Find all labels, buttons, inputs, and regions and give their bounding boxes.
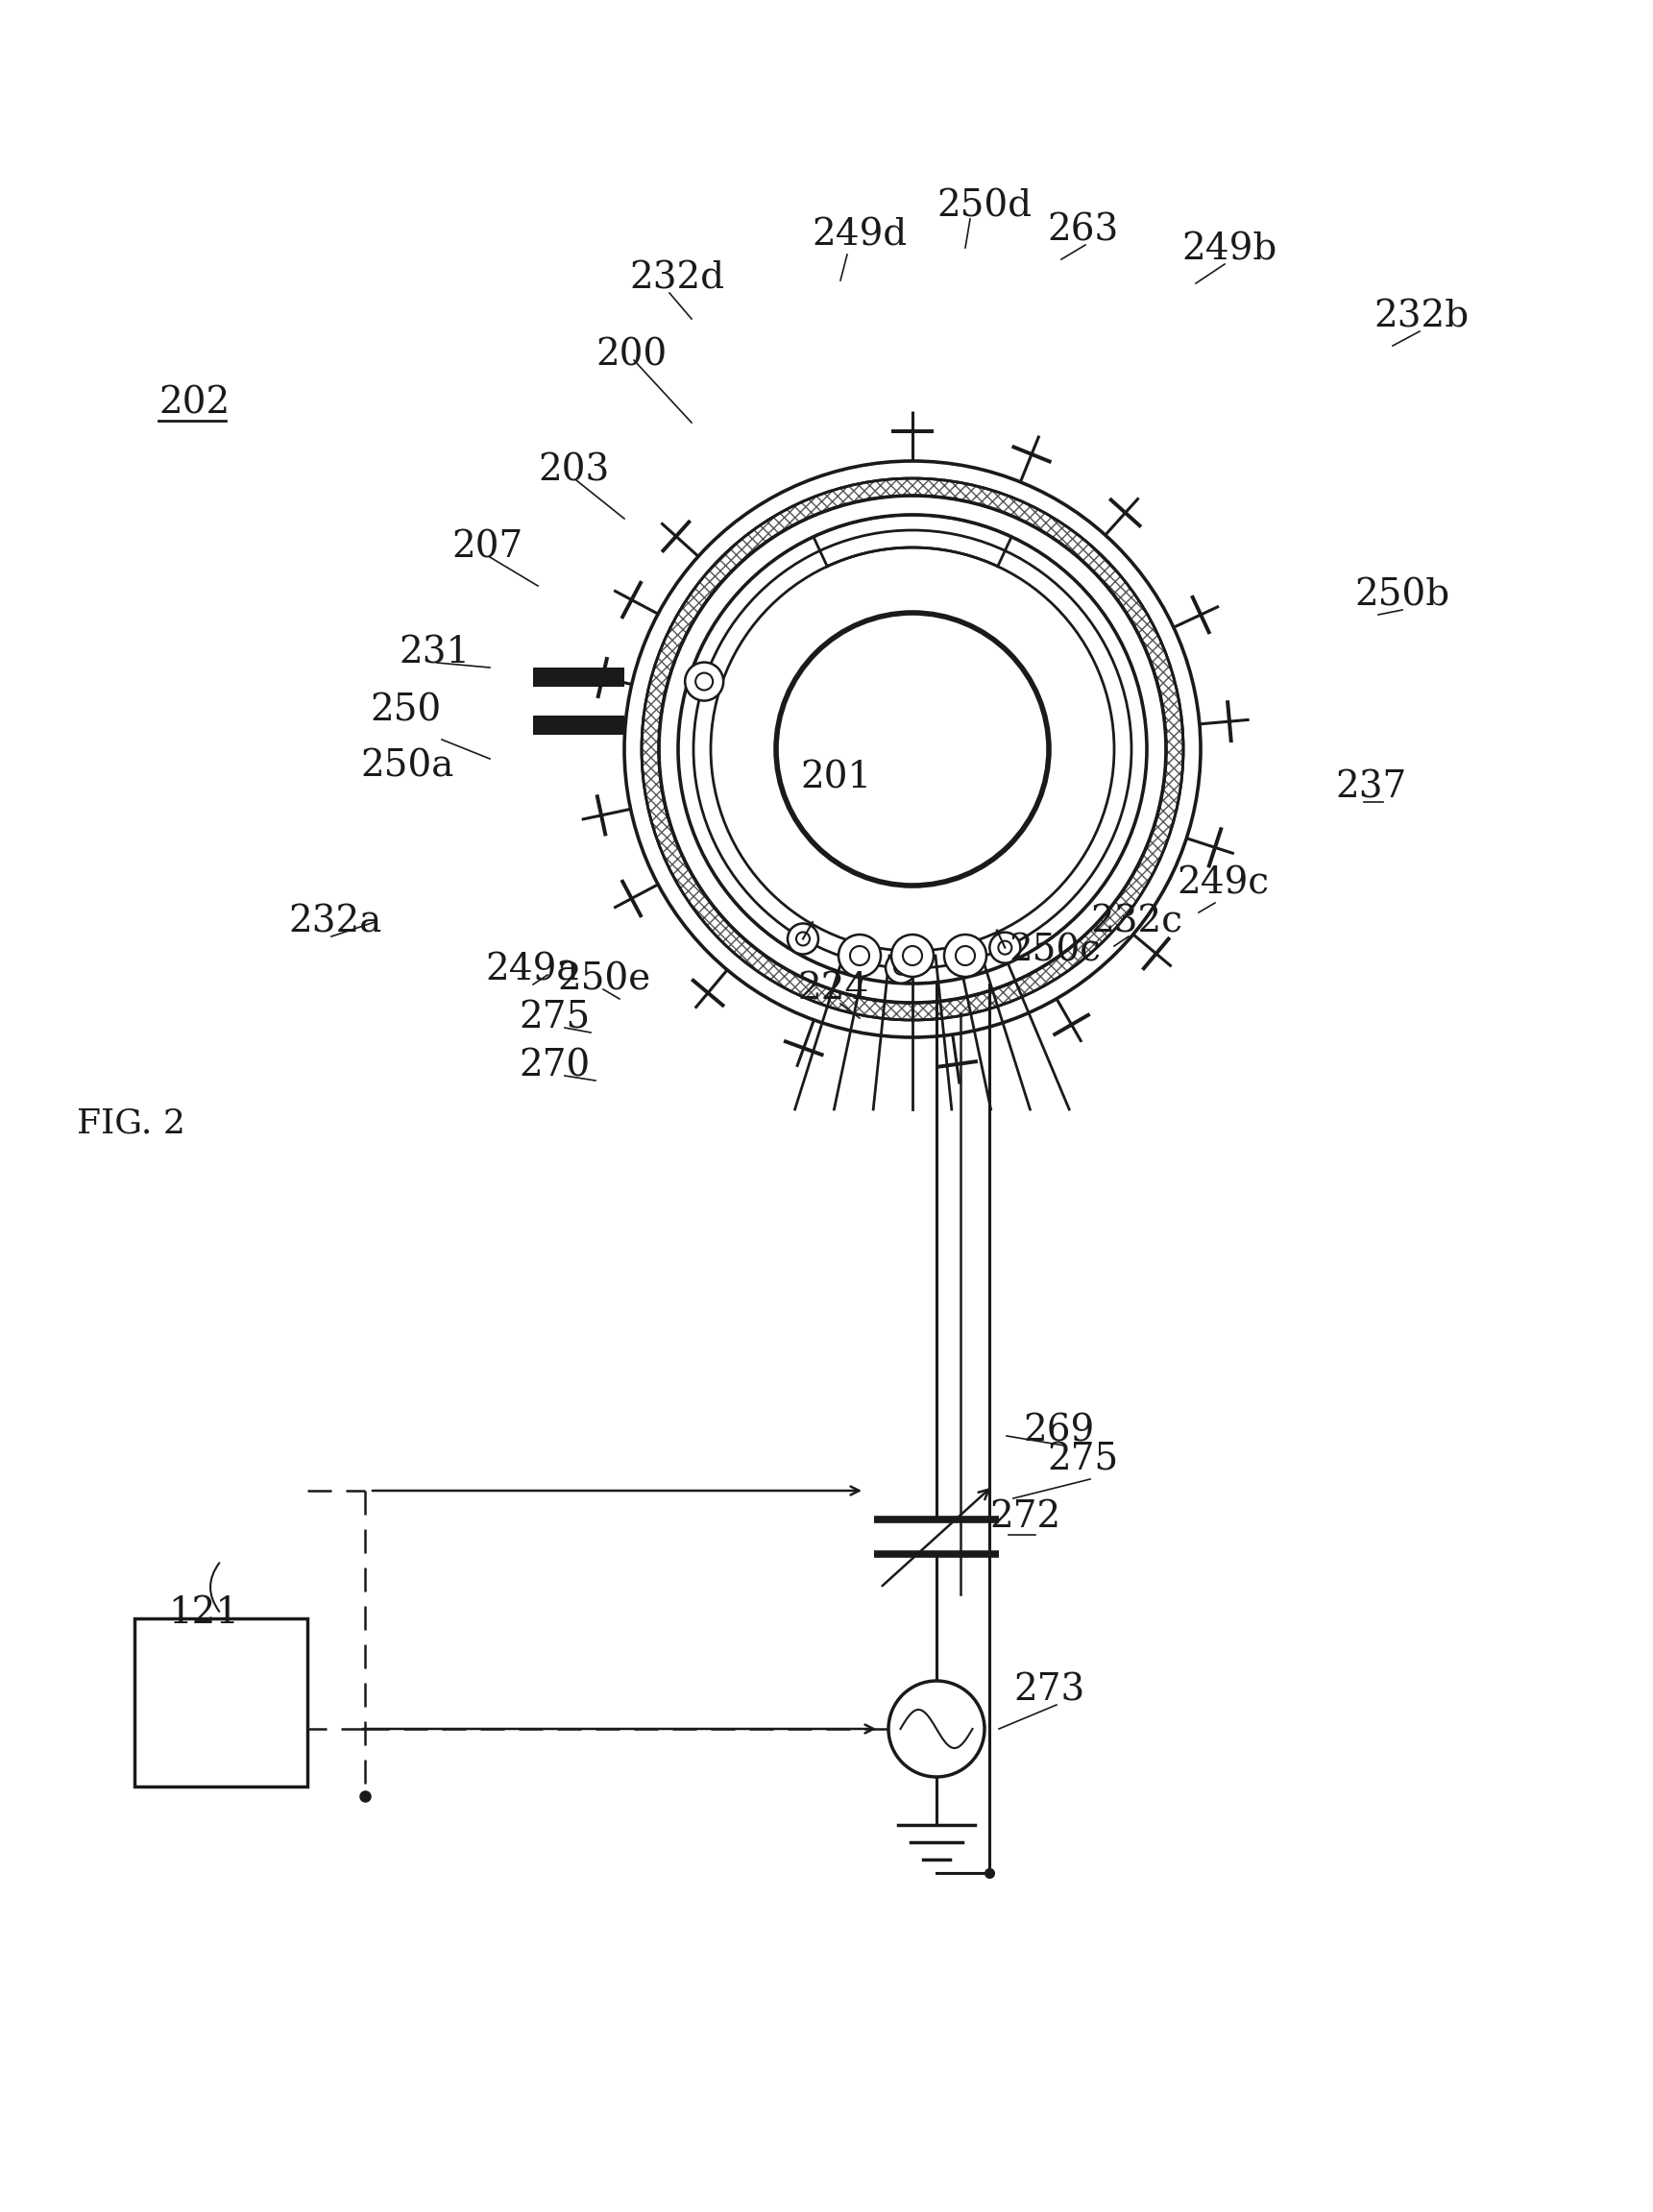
Text: 207: 207 [451, 529, 522, 566]
Text: 249c: 249c [1177, 865, 1270, 902]
Circle shape [955, 947, 975, 964]
Text: 121: 121 [169, 1595, 240, 1632]
Text: 200: 200 [595, 338, 666, 374]
Text: 270: 270 [519, 1048, 590, 1084]
Circle shape [787, 922, 818, 953]
Text: 231: 231 [398, 635, 469, 670]
Circle shape [886, 953, 916, 984]
Circle shape [894, 962, 907, 975]
Text: 263: 263 [1046, 212, 1117, 248]
Text: 232d: 232d [630, 261, 724, 296]
Circle shape [888, 1681, 985, 1776]
Text: 250a: 250a [360, 748, 453, 785]
Text: FIG. 2: FIG. 2 [76, 1108, 185, 1139]
Text: 237: 237 [1336, 770, 1407, 805]
Text: 250e: 250e [557, 962, 651, 998]
Circle shape [696, 672, 712, 690]
Circle shape [620, 456, 1205, 1042]
Text: 249b: 249b [1182, 232, 1276, 268]
Circle shape [891, 933, 934, 978]
Text: 272: 272 [988, 1500, 1061, 1535]
Circle shape [797, 931, 810, 945]
Text: 232b: 232b [1374, 299, 1470, 334]
Text: 202: 202 [159, 385, 230, 420]
Circle shape [850, 947, 869, 964]
Text: 275: 275 [519, 1000, 590, 1035]
Text: 232a: 232a [288, 905, 382, 940]
Bar [134, 1619, 307, 1787]
Text: 249d: 249d [812, 217, 907, 252]
Text: 201: 201 [800, 761, 871, 796]
Text: 275: 275 [1046, 1442, 1117, 1478]
Circle shape [775, 613, 1050, 885]
Text: 250: 250 [370, 692, 441, 728]
Text: 250d: 250d [937, 188, 1031, 223]
Bar [532, 668, 625, 686]
Text: 250c: 250c [1008, 933, 1101, 969]
Text: 203: 203 [537, 453, 610, 489]
Text: 269: 269 [1023, 1413, 1094, 1449]
Circle shape [838, 933, 881, 978]
Text: 232c: 232c [1091, 905, 1182, 940]
Text: 273: 273 [1013, 1672, 1084, 1708]
Text: 224: 224 [797, 971, 868, 1006]
Bar [532, 714, 625, 734]
Circle shape [998, 940, 1012, 953]
Circle shape [944, 933, 987, 978]
Text: 250b: 250b [1354, 577, 1450, 613]
Text: 249a: 249a [484, 953, 579, 989]
Circle shape [903, 947, 922, 964]
Circle shape [684, 661, 724, 701]
Circle shape [990, 931, 1020, 962]
